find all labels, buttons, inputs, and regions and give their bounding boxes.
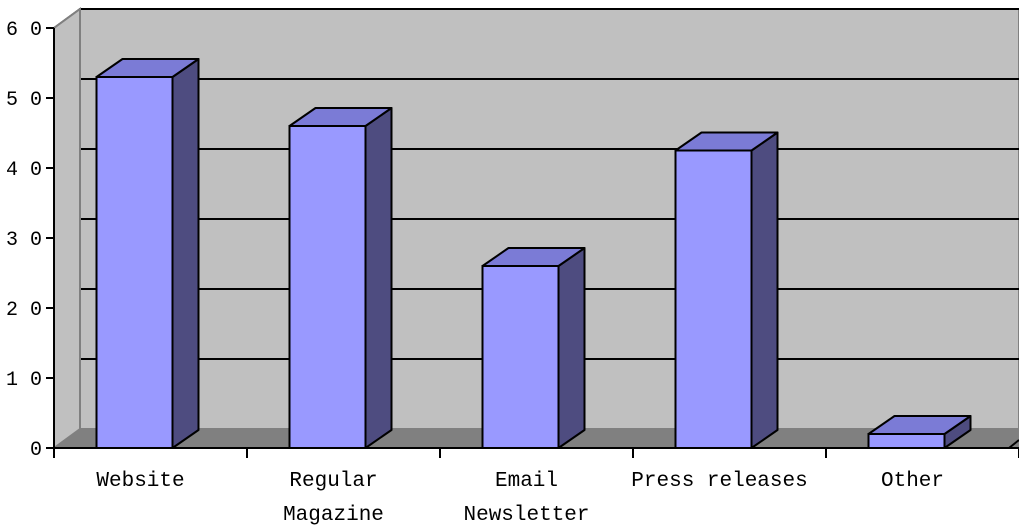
bar-front bbox=[95, 76, 174, 449]
y-tick-label: 6 0 bbox=[6, 19, 42, 42]
axes bbox=[46, 27, 1019, 458]
x-category-label: Newsletter bbox=[463, 504, 589, 526]
bar-front bbox=[481, 265, 560, 449]
bar-side bbox=[171, 58, 200, 449]
bar bbox=[674, 131, 779, 449]
bar bbox=[867, 415, 972, 449]
x-category-label: Other bbox=[881, 470, 944, 493]
y-tick-labels: 0 1 0 2 0 3 0 4 0 5 0 6 0 bbox=[6, 19, 42, 462]
y-tick-label: 1 0 bbox=[6, 369, 42, 392]
bars bbox=[95, 58, 972, 449]
bar-front bbox=[867, 433, 946, 449]
x-tick-labels: Website Regular Magazine Email Newsletter Pre… bbox=[96, 470, 944, 526]
bar-side bbox=[557, 247, 586, 449]
y-tick-label: 5 0 bbox=[6, 89, 42, 112]
bar-front bbox=[674, 149, 753, 449]
chart-left-wall bbox=[53, 7, 81, 450]
y-tick-label: 0 bbox=[30, 439, 42, 462]
bar bbox=[288, 107, 393, 449]
bar-front bbox=[288, 125, 367, 449]
bar-side bbox=[750, 131, 779, 449]
y-tick-label: 2 0 bbox=[6, 299, 42, 322]
bar bbox=[95, 58, 200, 449]
x-category-label: Press releases bbox=[631, 470, 807, 493]
y-tick-label: 3 0 bbox=[6, 229, 42, 252]
bar bbox=[481, 247, 586, 449]
x-category-label: Regular bbox=[289, 470, 377, 493]
x-axis-end-edge bbox=[1008, 439, 1019, 449]
x-category-label: Email bbox=[495, 470, 558, 493]
x-category-label: Website bbox=[96, 470, 184, 493]
y-tick-label: 4 0 bbox=[6, 159, 42, 182]
bar-side bbox=[364, 107, 393, 449]
x-category-label: Magazine bbox=[283, 504, 384, 526]
